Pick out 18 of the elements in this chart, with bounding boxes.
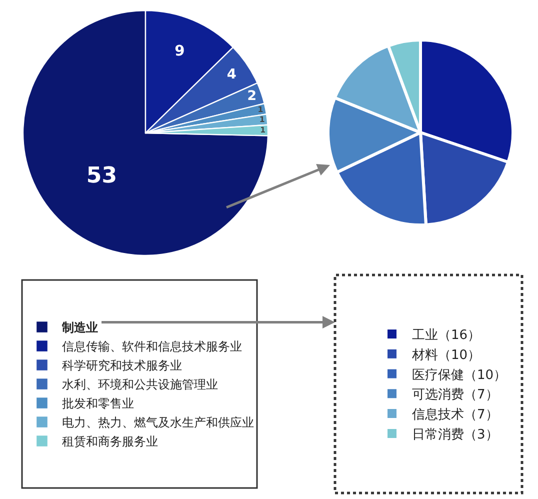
- legend-label: 日常消费（3）: [412, 428, 498, 443]
- legend-label: 租赁和商务服务业: [62, 434, 158, 449]
- legend-label: 电力、热力、燃气及水生产和供应业: [62, 416, 254, 430]
- pie-slice: [22, 10, 269, 256]
- data-label: 4: [226, 66, 236, 82]
- legend-label: 可选消费（7）: [412, 388, 498, 403]
- legend-label: 信息传输、软件和信息技术服务业: [62, 340, 242, 354]
- legend-label: 批发和零售业: [62, 396, 134, 411]
- data-label: 2: [247, 88, 257, 104]
- legend-label: 制造业: [61, 320, 98, 335]
- legend-label: 水利、环境和公共设施管理业: [62, 378, 218, 392]
- data-label: 9: [174, 44, 185, 60]
- data-label: 53: [86, 163, 118, 188]
- legend-label: 信息技术（7）: [412, 408, 498, 423]
- legend-label: 工业（16）: [412, 328, 481, 344]
- legend-label: 科学研究和技术服务业: [62, 358, 182, 373]
- legend-label: 医疗保健（10）: [412, 368, 507, 383]
- legend-label: 材料（10）: [411, 348, 481, 363]
